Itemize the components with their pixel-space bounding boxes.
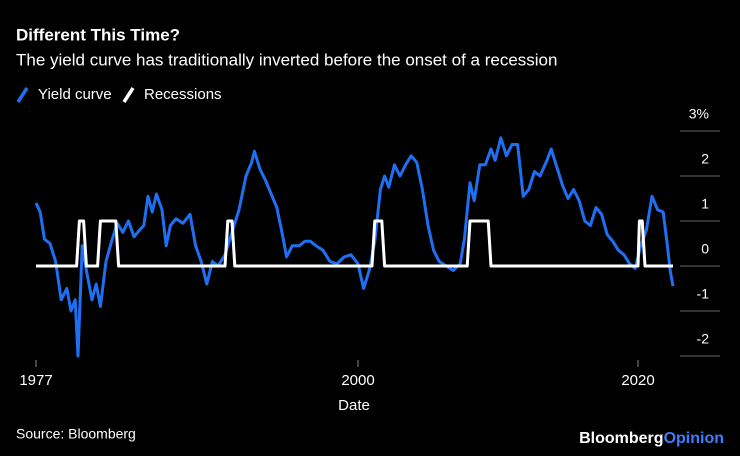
source: Source: Bloomberg bbox=[16, 426, 136, 442]
series-line bbox=[36, 219, 673, 268]
y-tick-label: -2 bbox=[697, 331, 710, 347]
y-tick-label: 2 bbox=[701, 151, 709, 167]
x-axis-label: Date bbox=[338, 397, 370, 414]
x-tick-label: 2020 bbox=[621, 372, 654, 389]
x-tick-label: 2000 bbox=[341, 372, 374, 389]
y-tick-label: 3% bbox=[689, 106, 709, 122]
legend-label: Yield curve bbox=[38, 86, 112, 103]
chart-title: Different This Time? bbox=[16, 25, 180, 44]
chart-subtitle: The yield curve has traditionally invert… bbox=[16, 50, 557, 69]
y-tick-label: 0 bbox=[701, 241, 709, 257]
y-tick-label: 1 bbox=[701, 196, 709, 212]
legend-swatch bbox=[16, 87, 29, 103]
y-tick-label: -1 bbox=[697, 286, 710, 302]
legend-swatch bbox=[122, 87, 135, 103]
brand: BloombergOpinion bbox=[579, 430, 724, 447]
series-line bbox=[34, 136, 675, 358]
brand-suffix: Opinion bbox=[664, 430, 724, 447]
legend-label: Recessions bbox=[144, 86, 222, 103]
brand-name: Bloomberg bbox=[579, 430, 663, 447]
x-tick-label: 1977 bbox=[19, 372, 52, 389]
